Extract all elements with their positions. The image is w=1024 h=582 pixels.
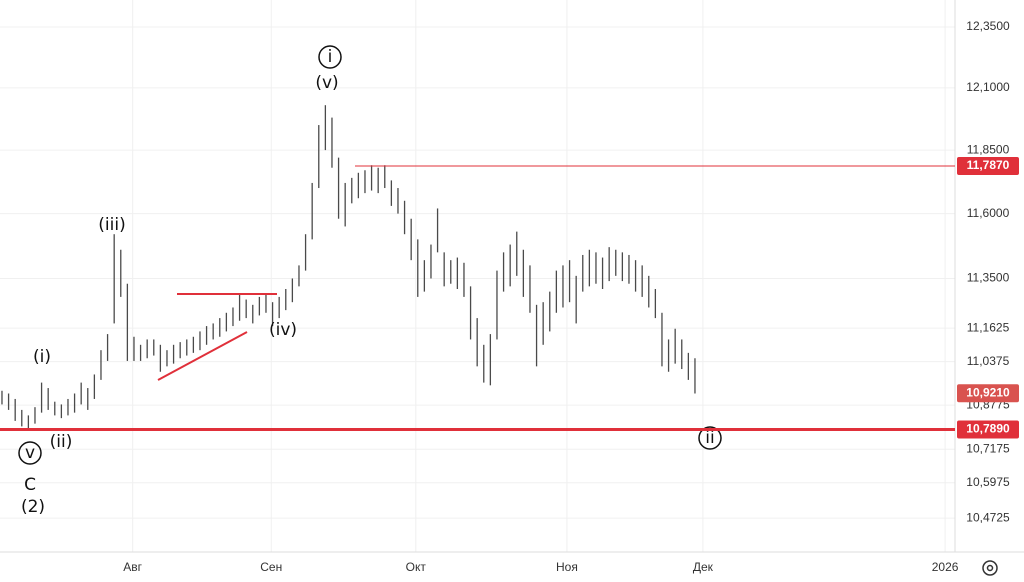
wave-label: (i) [33,347,51,367]
wave-label: C [24,475,36,495]
trend-line [157,331,248,381]
y-tick-label: 11,3500 [967,271,1010,285]
y-tick-label: 11,6000 [967,206,1010,220]
y-tick-label: 10,7175 [966,441,1010,455]
price-label: 10,7890 [966,422,1010,436]
y-tick-label: 12,3500 [966,19,1010,33]
x-tick-label: Сен [260,560,282,574]
y-tick-label: 11,1625 [967,320,1010,334]
wave-circle [18,441,42,465]
y-tick-label: 10,4725 [966,510,1010,524]
wave-label: (iv) [269,320,297,340]
wave-label: (2) [21,497,45,517]
price-label-box [957,384,1019,403]
settings-button[interactable] [982,560,998,576]
x-tick-label: 2026 [932,560,959,574]
x-tick-label: Дек [693,560,714,574]
price-label: 10,9210 [966,385,1010,399]
wave-label: ii [705,428,714,448]
y-tick-label: 10,5975 [966,475,1010,489]
x-tick-label: Ноя [556,560,578,574]
wave-label: (v) [315,73,338,93]
wave-label: (iii) [98,215,125,235]
x-tick-label: Авг [123,560,142,574]
price-label: 11,7870 [967,158,1010,172]
bars [1,105,696,430]
price-label-box [957,156,1019,175]
wave-circle [318,45,342,69]
settings-icon[interactable] [986,564,994,572]
wave-label: (ii) [50,432,73,452]
wave-label: v [25,443,35,463]
y-tick-label: 12,1000 [966,80,1010,94]
x-tick-label: Окт [406,560,427,574]
y-tick-label: 11,8500 [967,142,1010,156]
settings-icon[interactable] [982,560,998,576]
wave-label: i [328,47,333,67]
y-tick-label: 11,0375 [967,354,1010,368]
price-label-box [957,420,1019,439]
wave-circle [698,426,722,450]
